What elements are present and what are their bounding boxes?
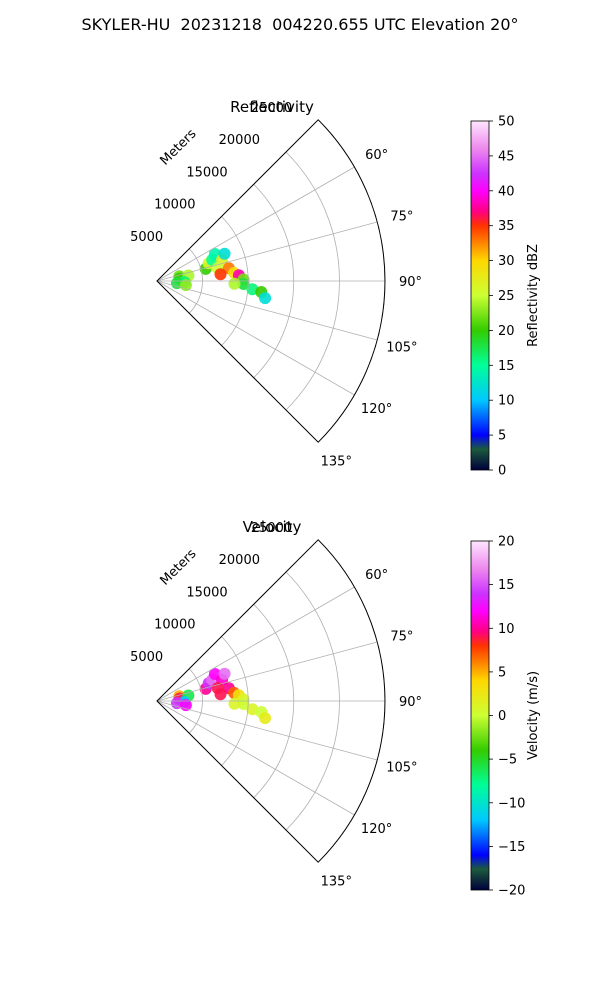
reflectivity-echo-15 [214,268,227,281]
velocity-range-tick-label: 5000 [130,650,163,665]
velocity-colorbar-tick-label: −20 [498,884,525,899]
reflectivity-echo-20 [259,292,272,305]
reflectivity-colorbar-tick-label: 50 [498,115,515,130]
reflectivity-colorbar-tick-label: 30 [498,254,515,269]
reflectivity-panel: Reflectivity 5000 10000 15000 20000 25000 Mete… [130,98,541,479]
velocity-panel: Velocity 5000 10000 15000 20000 25000 Meters 60… [130,518,541,899]
velocity-azimuth-spoke-1 [156,641,378,702]
reflectivity-colorbar-fill [471,121,489,470]
velocity-range-tick-label: 25000 [251,521,292,536]
velocity-azimuth-tick-label: 90° [399,695,422,710]
reflectivity-echo-21 [228,277,241,290]
velocity-azimuth-tick-label: 135° [321,874,352,889]
velocity-azimuth-tick-label: 60° [365,568,388,583]
reflectivity-colorbar-tick-label: 15 [498,359,515,374]
reflectivity-colorbar-tick-label: 10 [498,394,515,409]
velocity-range-tick-label: 15000 [186,585,227,600]
velocity-colorbar-tick-label: 15 [498,578,515,593]
velocity-colorbar-tick-label: 0 [498,709,506,724]
reflectivity-colorbar-tick-label: 0 [498,464,506,479]
velocity-range-tick-label: 20000 [219,553,260,568]
reflectivity-azimuth-tick-label: 75° [390,209,413,224]
velocity-colorbar-tick-label: 10 [498,622,515,637]
reflectivity-azimuth-spoke-3 [156,280,378,341]
velocity-range-axis-label: Meters [158,546,200,588]
reflectivity-azimuth-tick-label: 60° [365,148,388,163]
reflectivity-azimuth-tick-label: 90° [399,275,422,290]
velocity-colorbar-fill [471,541,489,890]
velocity-azimuth-spoke-4 [156,700,355,816]
velocity-range-tick-label: 10000 [154,618,195,633]
reflectivity-range-tick-label: 10000 [154,198,195,213]
reflectivity-colorbar-label: Reflectivity dBZ [526,244,541,347]
reflectivity-colorbar-tick-label: 40 [498,184,515,199]
reflectivity-colorbar-tick-label: 25 [498,289,515,304]
reflectivity-azimuth-tick-label: 105° [386,341,417,356]
reflectivity-range-tick-label: 5000 [130,230,163,245]
velocity-colorbar: −20 −15 −10 −5 0 5 10 15 20 Velocity (m/s) [470,535,541,899]
velocity-colorbar-label: Velocity (m/s) [526,671,541,760]
velocity-azimuth-tick-label: 120° [361,822,392,837]
reflectivity-azimuth-spoke-0 [156,166,355,282]
reflectivity-echo-22 [218,247,231,260]
velocity-colorbar-tick-label: −10 [498,796,525,811]
reflectivity-colorbar-tick-label: 5 [498,429,506,444]
reflectivity-range-tick-label: 20000 [219,133,260,148]
reflectivity-azimuth-tick-label: 120° [361,402,392,417]
velocity-colorbar-tick-label: −5 [498,753,517,768]
reflectivity-range-axis-label: Meters [158,126,200,168]
reflectivity-colorbar-tick-label: 45 [498,149,515,164]
velocity-azimuth-spoke-0 [156,586,355,702]
velocity-echo-21 [228,697,241,710]
velocity-azimuth-spoke-3 [156,700,378,761]
velocity-colorbar-tick-label: 5 [498,665,506,680]
velocity-echo-15 [214,688,227,701]
velocity-echo-20 [259,712,272,725]
velocity-colorbar-tick-label: 20 [498,535,515,550]
velocity-azimuth-tick-label: 75° [390,629,413,644]
reflectivity-azimuth-spoke-1 [156,221,378,282]
velocity-sector-outline [156,539,386,863]
reflectivity-range-tick-label: 25000 [251,101,292,116]
velocity-colorbar-tick-label: −15 [498,840,525,855]
reflectivity-azimuth-spoke-4 [156,280,355,396]
reflectivity-colorbar-tick-label: 35 [498,219,515,234]
reflectivity-sector-outline [156,119,386,443]
velocity-title: Velocity [243,518,302,536]
figure-title: SKYLER-HU 20231218 004220.655 UTC Elevat… [81,15,519,34]
reflectivity-colorbar-tick-label: 20 [498,324,515,339]
reflectivity-title: Reflectivity [230,98,314,116]
velocity-echo-22 [218,667,231,680]
reflectivity-colorbar: 0 5 10 15 20 25 30 35 40 45 50 Reflectivity dBZ [470,115,541,479]
reflectivity-range-tick-label: 15000 [186,165,227,180]
reflectivity-azimuth-tick-label: 135° [321,454,352,469]
velocity-azimuth-tick-label: 105° [386,761,417,776]
